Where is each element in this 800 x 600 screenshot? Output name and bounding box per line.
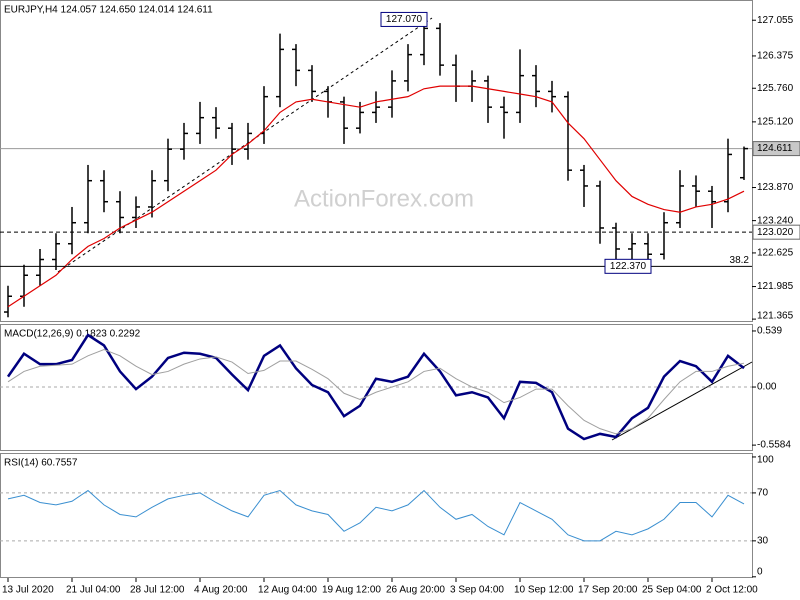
- x-tick-label: 13 Jul 2020: [2, 585, 54, 596]
- fib-label: 38.2: [730, 255, 750, 266]
- watermark: ActionForex.com: [294, 185, 474, 212]
- rsi-panel: [0, 453, 753, 578]
- x-tick-label: 19 Aug 12:00: [322, 585, 381, 596]
- x-tick-label: 12 Aug 04:00: [258, 585, 317, 596]
- chart-title: EURJPY,H4 124.057 124.650 124.014 124.61…: [4, 5, 213, 16]
- x-tick-label: 26 Aug 20:00: [386, 585, 445, 596]
- y-tick-label: 122.625: [757, 248, 794, 259]
- y-tick-label: 123.240: [757, 215, 794, 226]
- x-tick-label: 3 Sep 04:00: [450, 585, 504, 596]
- x-tick-label: 2 Oct 12:00: [706, 585, 758, 596]
- main-panel: [0, 0, 753, 322]
- indicator-line: [7, 489, 745, 542]
- y-tick-label: 127.055: [757, 15, 794, 26]
- indicator-line: [7, 349, 745, 435]
- y-tick-label: 125.760: [757, 83, 794, 94]
- y-tick-label: 100: [757, 455, 774, 466]
- x-tick-label: 28 Jul 12:00: [130, 585, 185, 596]
- x-tick-label: 17 Sep 20:00: [578, 585, 638, 596]
- y-tick-label: 121.985: [757, 281, 794, 292]
- level-box: [752, 224, 800, 240]
- y-tick-label: -0.5584: [757, 440, 791, 451]
- y-tick-label: 125.120: [757, 117, 794, 128]
- y-tick-label: 0: [757, 567, 763, 578]
- y-tick-label: 0.00: [757, 382, 777, 393]
- y-tick-label: 30: [757, 535, 769, 546]
- y-tick-label: 0.539: [757, 326, 782, 337]
- annotation-label: 127.070: [386, 14, 423, 25]
- level-box: [752, 141, 800, 157]
- x-tick-label: 21 Jul 04:00: [66, 585, 121, 596]
- moving-average: [7, 85, 745, 308]
- level-label: 124.611: [757, 143, 793, 154]
- y-tick-label: 70: [757, 488, 769, 499]
- x-tick-label: 10 Sep 12:00: [514, 585, 574, 596]
- rsi-title: RSI(14) 60.7557: [4, 458, 78, 469]
- annotation-box: [604, 258, 652, 274]
- level-label: 123.020: [757, 227, 794, 238]
- macd-title: MACD(12,26,9) 0.1823 0.2292: [4, 329, 141, 340]
- y-tick-label: 126.375: [757, 51, 794, 62]
- y-tick-label: 121.365: [757, 311, 794, 322]
- annotation-label: 122.370: [610, 261, 647, 272]
- x-tick-label: 4 Aug 20:00: [194, 585, 248, 596]
- x-tick-label: 25 Sep 04:00: [642, 585, 702, 596]
- indicator-line: [6, 333, 745, 441]
- y-tick-label: 123.870: [757, 182, 794, 193]
- annotation-box: [380, 11, 428, 27]
